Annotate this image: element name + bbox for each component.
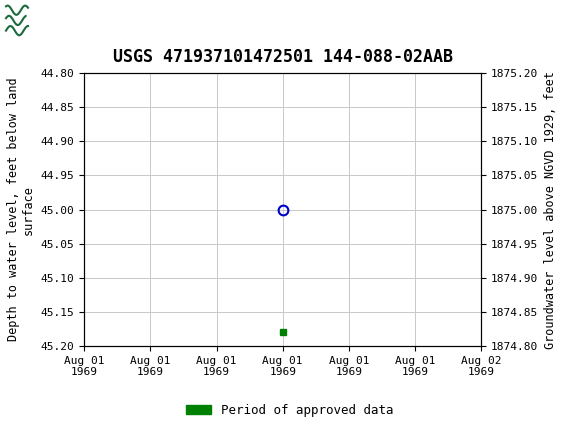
Bar xyxy=(4,3,76,38)
Y-axis label: Depth to water level, feet below land
surface: Depth to water level, feet below land su… xyxy=(7,78,35,341)
Title: USGS 471937101472501 144-088-02AAB: USGS 471937101472501 144-088-02AAB xyxy=(113,48,453,66)
Text: USGS: USGS xyxy=(24,12,79,29)
Legend: Period of approved data: Period of approved data xyxy=(181,399,399,421)
Y-axis label: Groundwater level above NGVD 1929, feet: Groundwater level above NGVD 1929, feet xyxy=(544,71,557,349)
